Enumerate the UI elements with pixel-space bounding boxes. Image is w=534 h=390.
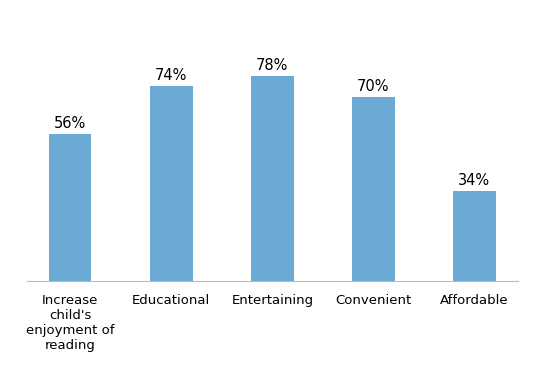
Bar — [251, 76, 294, 281]
Bar — [352, 97, 395, 281]
Text: 70%: 70% — [357, 79, 390, 94]
Bar — [453, 191, 496, 281]
Text: 74%: 74% — [155, 68, 187, 83]
Bar — [150, 86, 193, 281]
Text: 78%: 78% — [256, 58, 288, 73]
Text: 34%: 34% — [458, 173, 491, 188]
Text: 56%: 56% — [54, 115, 87, 131]
Bar — [49, 134, 91, 281]
